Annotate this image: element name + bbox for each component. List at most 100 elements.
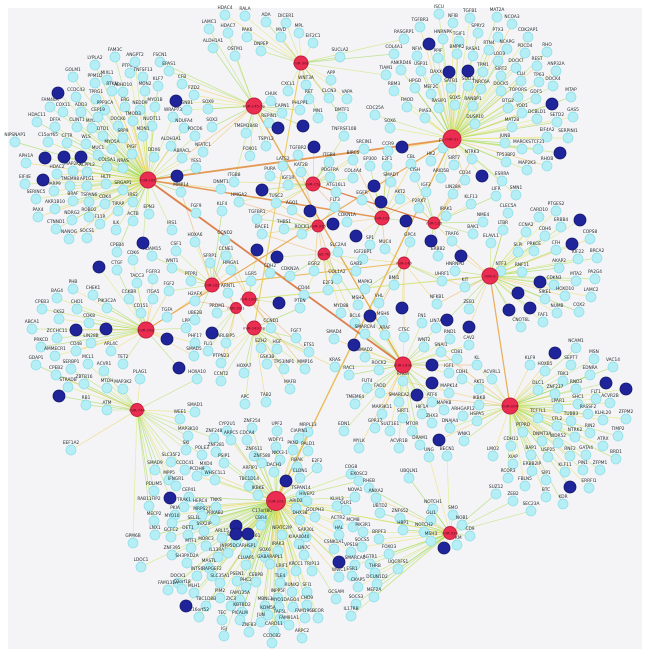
network-node[interactable] (395, 64, 407, 76)
network-node[interactable] (112, 205, 124, 217)
network-node[interactable] (334, 51, 346, 63)
network-node[interactable] (137, 71, 149, 83)
network-node[interactable] (356, 541, 368, 553)
network-node[interactable] (467, 100, 479, 112)
network-node[interactable] (435, 172, 447, 184)
network-node[interactable] (588, 353, 600, 365)
network-node[interactable] (607, 361, 619, 373)
network-node[interactable] (565, 359, 577, 371)
network-node[interactable] (211, 307, 223, 319)
network-node[interactable] (189, 314, 201, 326)
network-node[interactable] (200, 600, 212, 612)
navy-node[interactable] (170, 169, 184, 183)
network-node[interactable] (30, 359, 42, 371)
network-node[interactable] (214, 592, 226, 604)
network-node[interactable] (286, 586, 298, 598)
network-node[interactable] (94, 218, 106, 230)
network-node[interactable] (48, 185, 60, 197)
navy-node[interactable] (169, 94, 183, 108)
network-node[interactable] (541, 160, 553, 172)
network-node[interactable] (101, 161, 113, 173)
network-node[interactable] (369, 567, 381, 579)
network-node[interactable] (294, 104, 306, 116)
network-node[interactable] (382, 145, 394, 157)
network-node[interactable] (206, 121, 218, 133)
navy-node[interactable] (553, 146, 567, 160)
network-node[interactable] (491, 11, 503, 23)
network-node[interactable] (559, 290, 571, 302)
network-node[interactable] (139, 85, 151, 97)
network-node[interactable] (215, 357, 227, 369)
network-node[interactable] (301, 495, 313, 507)
network-node[interactable] (409, 82, 421, 94)
network-node[interactable] (569, 431, 581, 443)
network-node[interactable] (336, 111, 348, 123)
network-node[interactable] (302, 445, 314, 457)
network-node[interactable] (82, 358, 94, 370)
network-node[interactable] (307, 37, 319, 49)
network-node[interactable] (374, 387, 386, 399)
network-node[interactable] (293, 538, 305, 550)
navy-node[interactable] (619, 382, 633, 396)
network-node[interactable] (234, 614, 246, 626)
network-node[interactable] (301, 586, 313, 598)
network-node[interactable] (143, 208, 155, 220)
network-node[interactable] (557, 498, 569, 510)
network-node[interactable] (176, 152, 188, 164)
network-node[interactable] (580, 449, 592, 461)
network-node[interactable] (233, 196, 245, 208)
network-node[interactable] (539, 365, 551, 377)
network-node[interactable] (290, 502, 302, 514)
network-node[interactable] (403, 472, 415, 484)
network-node[interactable] (196, 449, 208, 461)
network-node[interactable] (202, 345, 214, 357)
network-node[interactable] (340, 504, 352, 516)
network-node[interactable] (537, 316, 549, 328)
network-node[interactable] (152, 80, 164, 92)
network-node[interactable] (567, 111, 579, 123)
network-node[interactable] (32, 211, 44, 223)
network-node[interactable] (287, 601, 299, 613)
network-node[interactable] (374, 507, 386, 519)
network-node[interactable] (584, 369, 596, 381)
network-node[interactable] (330, 186, 342, 198)
navy-node[interactable] (432, 433, 446, 447)
network-node[interactable] (467, 228, 479, 240)
network-node[interactable] (98, 365, 110, 377)
network-node[interactable] (516, 107, 528, 119)
network-node[interactable] (292, 149, 304, 161)
network-node[interactable] (256, 457, 268, 469)
network-node[interactable] (469, 118, 481, 130)
network-node[interactable] (162, 584, 174, 596)
navy-node[interactable] (395, 140, 409, 154)
network-node[interactable] (447, 17, 459, 29)
network-node[interactable] (19, 178, 31, 190)
network-node[interactable] (463, 303, 475, 315)
navy-node[interactable] (410, 388, 424, 402)
network-node[interactable] (507, 495, 519, 507)
network-node[interactable] (49, 203, 61, 215)
network-node[interactable] (338, 130, 350, 142)
network-node[interactable] (312, 612, 324, 624)
network-node[interactable] (44, 101, 56, 113)
network-node[interactable] (244, 150, 256, 162)
network-node[interactable] (238, 367, 250, 379)
mirna-hub-node[interactable] (266, 491, 286, 511)
network-node[interactable] (364, 160, 376, 172)
network-node[interactable] (363, 482, 375, 494)
network-node[interactable] (443, 387, 455, 399)
network-node[interactable] (178, 122, 190, 134)
network-node[interactable] (590, 393, 602, 405)
network-node[interactable] (290, 565, 302, 577)
network-node[interactable] (492, 31, 504, 43)
network-node[interactable] (540, 474, 552, 486)
network-node[interactable] (433, 8, 445, 20)
network-node[interactable] (209, 474, 221, 486)
network-node[interactable] (565, 415, 577, 427)
network-node[interactable] (303, 93, 315, 105)
network-node[interactable] (447, 509, 459, 521)
network-node[interactable] (444, 333, 456, 345)
network-node[interactable] (328, 543, 340, 555)
network-node[interactable] (271, 343, 283, 355)
mirna-hub-node[interactable] (442, 129, 462, 149)
